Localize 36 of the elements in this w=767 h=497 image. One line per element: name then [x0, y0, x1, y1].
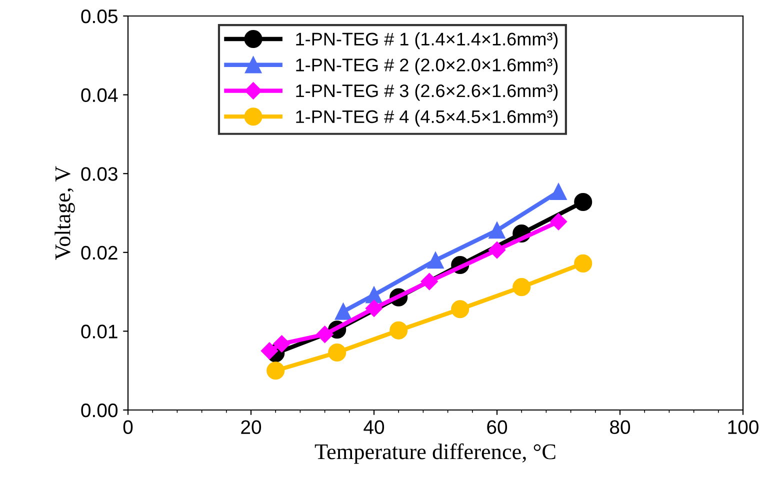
point	[574, 192, 592, 211]
point	[550, 183, 567, 200]
x-tick-label: 40	[364, 420, 384, 434]
legend-label: 1-PN-TEG # 4 (4.5×4.5×1.6mm³)	[296, 110, 558, 127]
point	[328, 343, 346, 362]
x-axis-title: Temperature difference, °C	[314, 443, 556, 464]
point	[574, 254, 592, 272]
y-axis-title: Voltage, V	[54, 166, 75, 260]
x-tick-label: 0	[123, 420, 133, 434]
point	[365, 300, 383, 317]
y-tick-label: 0.00	[81, 403, 118, 418]
x-tick-label: 60	[487, 420, 508, 434]
x-tick-label: 100	[728, 420, 758, 434]
y-tick-label: 0.02	[81, 246, 118, 260]
point	[266, 362, 285, 380]
y-tick-label: 0.01	[81, 324, 118, 338]
point	[273, 335, 290, 352]
point	[451, 300, 470, 318]
point	[334, 303, 352, 320]
point	[316, 326, 334, 343]
y-tick-label: 0.05	[81, 9, 118, 24]
legend-label: 1-PN-TEG # 1 (1.4×1.4×1.6mm³)	[296, 32, 558, 50]
point	[390, 321, 408, 340]
y-tick-label: 0.03	[81, 167, 118, 181]
y-tick-label: 0.04	[81, 88, 118, 102]
legend-label: 1-PN-TEG # 2 (2.0×2.0×1.6mm³)	[296, 58, 558, 75]
point	[420, 273, 438, 290]
x-tick-label: 80	[610, 420, 630, 434]
point	[260, 342, 278, 360]
x-tick-label: 20	[241, 420, 262, 434]
point	[550, 213, 568, 230]
point	[488, 241, 506, 259]
point	[427, 252, 444, 269]
point	[512, 278, 531, 296]
point	[488, 222, 506, 239]
legend-label: 1-PN-TEG # 3 (2.6×2.6×1.6mm³)	[296, 84, 558, 101]
